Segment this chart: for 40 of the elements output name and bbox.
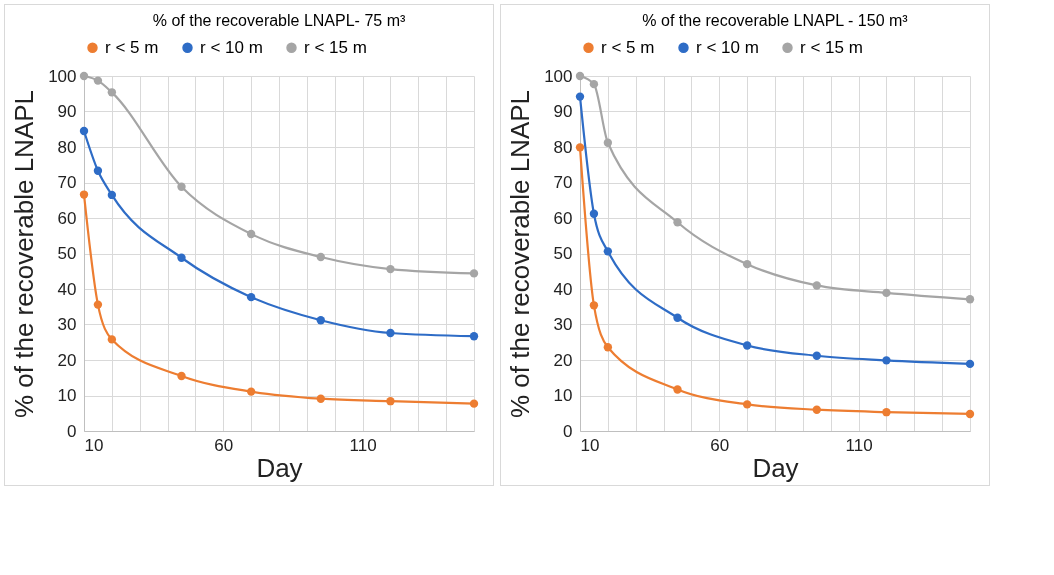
y-tick-label: 70	[57, 173, 77, 192]
legend-label: r < 15 m	[304, 37, 367, 57]
x-tick-label: 110	[845, 435, 873, 455]
x-tick-label: 60	[710, 435, 730, 455]
chart-title: % of the recoverable LNAPL - 150 m³	[642, 12, 909, 29]
legend-label: r < 10 m	[696, 37, 759, 57]
y-tick-label: 60	[553, 208, 573, 228]
y-tick-label: 80	[553, 137, 573, 157]
legend-label: r < 5 m	[105, 37, 159, 57]
y-tick-label: 30	[553, 315, 573, 334]
chart-title: % of the recoverable LNAPL- 75 m³	[152, 12, 406, 29]
y-tick-label: 30	[57, 315, 77, 334]
y-tick-label: 100	[544, 66, 573, 86]
legend-label: r < 10 m	[200, 37, 263, 57]
y-tick-label: 90	[57, 102, 77, 121]
y-axis-title: % of the recoverable LNAPL	[9, 89, 40, 419]
y-tick-label: 80	[57, 137, 77, 157]
y-tick-label: 10	[57, 386, 77, 405]
y-tick-label: 60	[57, 208, 77, 228]
x-tick-label: 110	[349, 435, 377, 455]
y-tick-label: 50	[57, 244, 77, 263]
x-axis-title: Day	[256, 452, 303, 483]
y-tick-label: 70	[553, 173, 573, 192]
y-tick-label: 40	[553, 279, 573, 299]
y-tick-label: 0	[67, 421, 77, 441]
y-tick-label: 100	[48, 66, 77, 86]
x-tick-label: 60	[214, 435, 234, 455]
y-tick-label: 40	[57, 279, 77, 299]
legend-label: r < 5 m	[601, 37, 655, 57]
y-tick-label: 50	[553, 244, 573, 263]
y-axis-title: % of the recoverable LNAPL	[505, 89, 536, 419]
y-tick-label: 20	[57, 350, 77, 370]
x-tick-label: 10	[84, 435, 104, 455]
y-tick-label: 10	[553, 386, 573, 405]
y-tick-label: 0	[563, 421, 573, 441]
x-tick-label: 10	[580, 435, 600, 455]
y-tick-label: 90	[553, 102, 573, 121]
y-tick-label: 20	[553, 350, 573, 370]
x-axis-title: Day	[752, 452, 799, 483]
legend-label: r < 15 m	[800, 37, 863, 57]
